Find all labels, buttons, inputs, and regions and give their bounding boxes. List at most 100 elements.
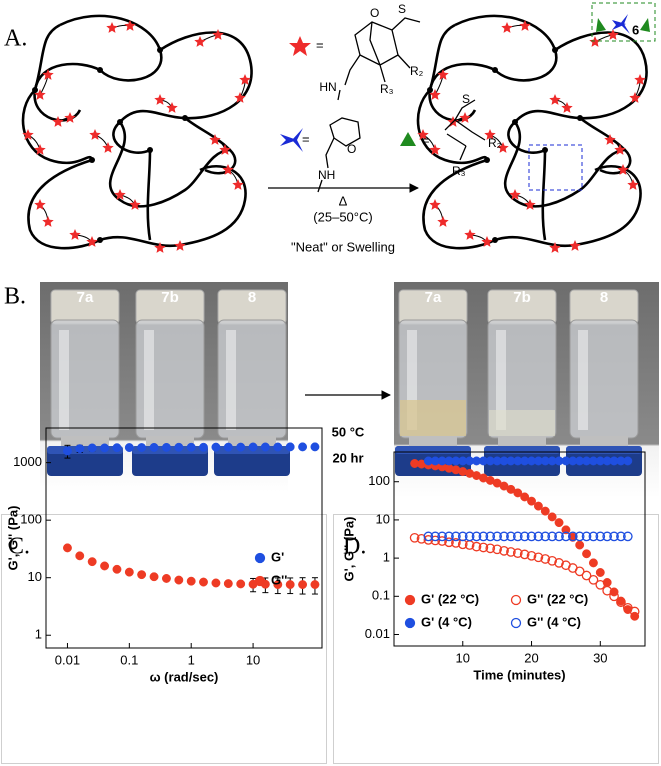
point	[499, 531, 509, 542]
star	[617, 164, 629, 175]
point	[451, 531, 461, 542]
star	[429, 199, 441, 210]
star	[89, 129, 101, 140]
point	[540, 531, 551, 542]
point	[100, 443, 110, 453]
condition-temperature: 50 °C	[332, 424, 365, 439]
point	[588, 531, 599, 542]
star	[634, 74, 646, 85]
star	[497, 142, 509, 153]
star	[174, 240, 186, 251]
point	[444, 531, 454, 542]
point	[149, 442, 159, 452]
polygon	[292, 128, 303, 152]
point	[506, 531, 516, 542]
y-tick-label: 0.1	[372, 588, 390, 603]
point	[602, 585, 613, 596]
x-tick-label: 0.1	[120, 652, 138, 667]
vial-label: 7a	[77, 289, 94, 306]
y-tick-label: 1	[383, 550, 390, 565]
path	[325, 137, 335, 169]
atom-label: HN	[319, 80, 336, 94]
star	[219, 144, 231, 155]
point	[526, 531, 537, 542]
legend-marker	[404, 594, 416, 606]
y-axis-label: G', G'' (Pa)	[341, 517, 356, 582]
crosslinks	[22, 20, 646, 253]
vial-label: 7a	[425, 289, 442, 306]
point	[63, 446, 72, 456]
point	[499, 545, 509, 556]
point	[137, 570, 147, 580]
point	[137, 443, 147, 452]
structure	[317, 17, 486, 193]
point	[112, 443, 122, 453]
vial-label: 8	[600, 289, 608, 306]
point	[485, 543, 496, 554]
star	[239, 74, 251, 85]
point	[540, 554, 551, 564]
point	[595, 579, 606, 590]
point	[223, 442, 233, 452]
star-icon	[289, 36, 311, 56]
path	[317, 179, 323, 193]
star	[114, 189, 126, 200]
vial	[394, 289, 472, 477]
point	[199, 442, 208, 452]
y-tick-label: 1	[35, 627, 42, 642]
point	[609, 591, 619, 602]
path	[459, 145, 467, 161]
point	[602, 531, 613, 542]
star	[22, 129, 34, 140]
product-box	[591, 2, 656, 42]
point	[149, 572, 159, 582]
point	[464, 531, 475, 542]
x-tick-label: 20	[524, 650, 538, 665]
equals-sign: =	[316, 37, 324, 52]
path	[369, 21, 381, 66]
path	[446, 133, 467, 147]
blue-icon	[612, 14, 630, 34]
vial	[565, 289, 643, 477]
point	[285, 580, 295, 590]
y-tick-label: 10	[376, 511, 390, 526]
point	[575, 540, 585, 550]
polygon	[612, 20, 626, 30]
x-tick-label: 0.01	[55, 652, 80, 667]
star	[124, 20, 136, 31]
star	[561, 102, 573, 113]
star	[212, 29, 224, 40]
panel-label: B.	[4, 284, 26, 310]
atom-label: R₂	[410, 64, 424, 78]
polygon	[620, 14, 630, 34]
star	[166, 102, 178, 113]
liquid	[400, 400, 466, 436]
panel-label: A.	[4, 26, 27, 52]
path	[444, 99, 476, 131]
star	[34, 144, 46, 155]
star	[549, 94, 561, 105]
y-axis-label: G', G'' (Pa)	[5, 506, 20, 571]
path	[344, 54, 361, 86]
point	[478, 531, 489, 542]
reaction-temperature: (25–50°C)	[313, 209, 372, 224]
star	[429, 144, 441, 155]
point	[492, 544, 503, 555]
plot-frame	[393, 451, 646, 647]
product-number: 6	[632, 22, 639, 37]
star	[629, 92, 641, 103]
point	[124, 567, 134, 577]
point	[87, 443, 97, 453]
atom-label: NH	[318, 168, 335, 182]
point	[533, 531, 544, 542]
point	[100, 561, 110, 571]
point	[567, 531, 578, 542]
point	[423, 531, 434, 542]
legend-marker	[510, 594, 522, 606]
star	[129, 199, 141, 210]
point	[310, 442, 320, 452]
star	[437, 69, 449, 80]
point	[457, 531, 468, 542]
point	[260, 442, 270, 452]
star	[614, 144, 626, 155]
